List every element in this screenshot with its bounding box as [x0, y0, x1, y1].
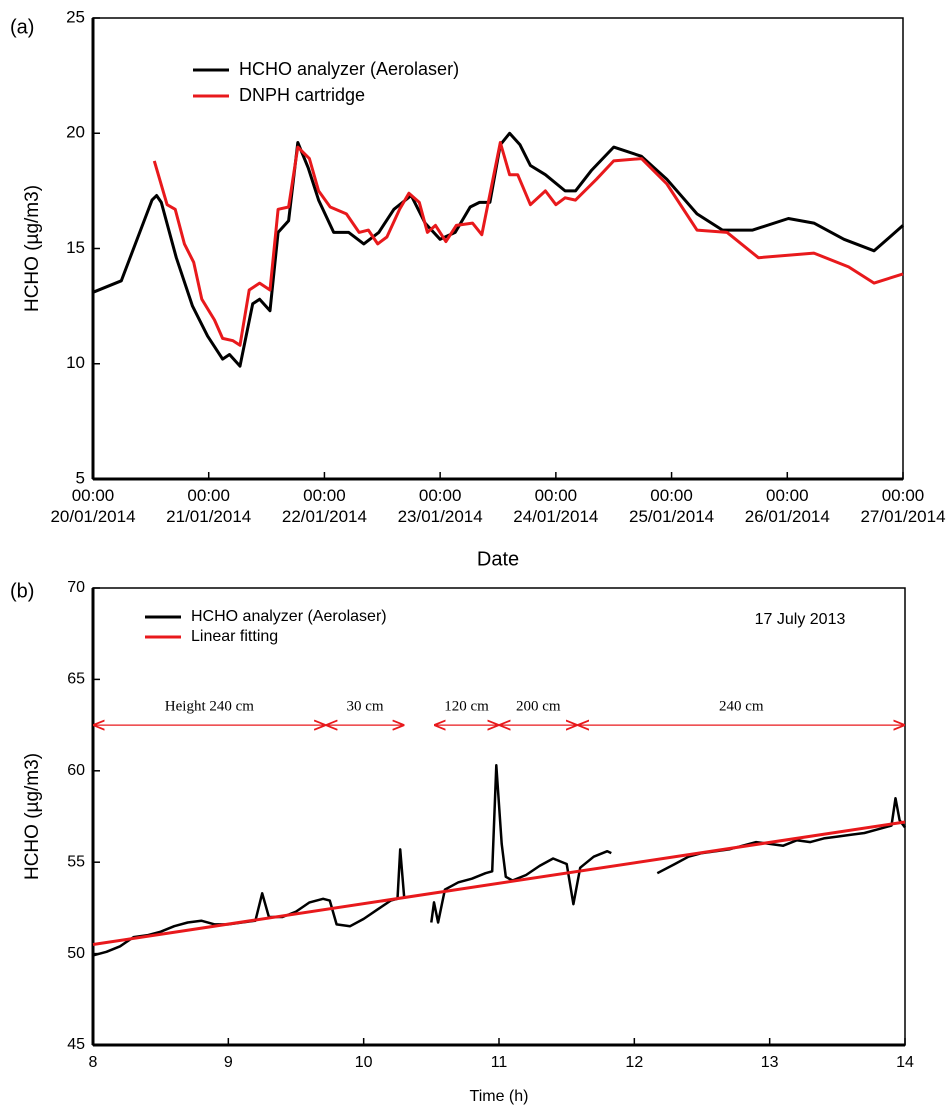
- y-tick-label: 70: [67, 579, 85, 596]
- x-axis-label: Date: [477, 548, 519, 570]
- y-tick-label: 5: [76, 468, 85, 487]
- x-tick-label: 00:00 21/01/2014: [166, 486, 252, 526]
- range-label: 240 cm: [719, 699, 764, 715]
- range-label: 30 cm: [346, 699, 383, 715]
- legend-label: Linear fitting: [191, 628, 278, 645]
- range-label: 200 cm: [516, 699, 561, 715]
- x-tick-label: 10: [355, 1054, 373, 1071]
- plot-frame: [92, 17, 904, 480]
- y-tick-label: 50: [67, 945, 85, 962]
- y-tick-label: 20: [66, 123, 85, 142]
- y-axis-label: HCHO (µg/m3): [22, 753, 43, 880]
- x-tick-label: 14: [896, 1054, 914, 1071]
- x-tick-label: 12: [625, 1054, 643, 1071]
- panel-label: (b): [10, 580, 34, 602]
- data-line: [152, 141, 904, 347]
- y-tick-label: 45: [67, 1036, 85, 1053]
- y-tick-label: 65: [67, 671, 85, 688]
- y-tick-label: 55: [67, 853, 85, 870]
- legend-label: HCHO analyzer (Aerolaser): [191, 608, 387, 625]
- x-tick-label: 11: [491, 1054, 508, 1071]
- panel-label: (a): [10, 16, 34, 38]
- x-tick-label: 00:00 23/01/2014: [397, 486, 483, 526]
- range-label: 120 cm: [444, 699, 489, 715]
- x-tick-label: 9: [224, 1054, 233, 1071]
- y-tick-label: 15: [66, 238, 85, 257]
- y-tick-label: 60: [67, 762, 85, 779]
- legend-label: HCHO analyzer (Aerolaser): [239, 59, 459, 79]
- y-tick-label: 25: [66, 7, 85, 26]
- x-axis-label: Time (h): [470, 1088, 529, 1105]
- y-axis-label: HCHO (µg/m3): [22, 185, 43, 312]
- x-tick-label: 00:00 22/01/2014: [281, 486, 367, 526]
- x-tick-label: 00:00 26/01/2014: [744, 486, 830, 526]
- x-tick-label: 00:00 20/01/2014: [50, 486, 136, 526]
- x-tick-label: 00:00 24/01/2014: [513, 486, 599, 526]
- y-tick-label: 10: [66, 353, 85, 372]
- x-tick-label: 8: [89, 1054, 98, 1071]
- x-tick-label: 00:00 25/01/2014: [629, 486, 715, 526]
- legend-label: DNPH cartridge: [239, 85, 365, 105]
- data-line: [92, 820, 906, 946]
- data-line: [92, 131, 904, 368]
- range-label: Height 240 cm: [165, 699, 254, 715]
- x-tick-label: 13: [761, 1054, 779, 1071]
- annotation: 17 July 2013: [755, 611, 846, 628]
- x-tick-label: 00:00 27/01/2014: [860, 486, 946, 526]
